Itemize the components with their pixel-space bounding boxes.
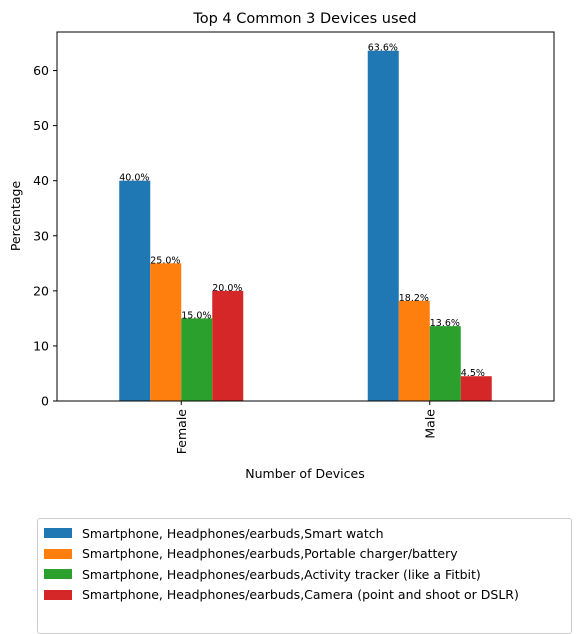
legend-item: Smartphone, Headphones/earbuds,Portable … xyxy=(44,544,571,565)
legend: Smartphone, Headphones/earbuds,Smart wat… xyxy=(37,518,572,634)
y-tick-label: 40 xyxy=(33,173,49,188)
legend-label: Smartphone, Headphones/earbuds,Smart wat… xyxy=(82,525,384,541)
bar xyxy=(398,300,430,401)
bar xyxy=(212,290,244,401)
bar xyxy=(367,50,399,401)
y-tick-label: 10 xyxy=(33,338,49,353)
y-tick-label: 30 xyxy=(33,228,49,243)
y-tick-label: 50 xyxy=(33,118,49,133)
plot-frame xyxy=(56,31,555,402)
data-label: 13.6% xyxy=(430,318,460,329)
y-tick-label: 60 xyxy=(33,63,49,78)
x-axis-label: Number of Devices xyxy=(245,466,364,481)
x-tick-label: Male xyxy=(422,409,437,439)
bar xyxy=(429,326,461,401)
bar-chart: Top 4 Common 3 Devices used 40.0% 63.6% 25… xyxy=(8,11,555,481)
data-label: 63.6% xyxy=(368,43,398,54)
legend-swatch xyxy=(44,528,72,539)
bar xyxy=(181,318,213,401)
x-tick-label: Female xyxy=(174,409,189,455)
y-tick-label: 0 xyxy=(41,394,49,409)
legend-item: Smartphone, Headphones/earbuds,Smart wat… xyxy=(44,523,571,544)
bar xyxy=(150,263,182,401)
chart-title: Top 4 Common 3 Devices used xyxy=(192,11,416,27)
y-axis-label: Percentage xyxy=(8,181,23,252)
bar xyxy=(460,376,492,401)
data-label: 18.2% xyxy=(399,293,429,304)
legend-label: Smartphone, Headphones/earbuds,Portable … xyxy=(82,546,458,562)
data-label: 25.0% xyxy=(150,255,180,266)
legend-label: Smartphone, Headphones/earbuds,Camera (p… xyxy=(82,587,519,603)
data-label: 40.0% xyxy=(119,173,149,184)
legend-swatch xyxy=(44,589,72,600)
legend-swatch xyxy=(44,569,72,580)
legend-swatch xyxy=(44,548,72,559)
data-label: 4.5% xyxy=(461,368,485,379)
legend-item: Smartphone, Headphones/earbuds,Camera (p… xyxy=(44,585,571,606)
y-tick-label: 20 xyxy=(33,283,49,298)
bar xyxy=(119,180,151,401)
legend-label: Smartphone, Headphones/earbuds,Activity … xyxy=(82,566,481,582)
legend-item: Smartphone, Headphones/earbuds,Activity … xyxy=(44,564,571,585)
data-label: 15.0% xyxy=(181,310,211,321)
data-label: 20.0% xyxy=(212,283,242,294)
